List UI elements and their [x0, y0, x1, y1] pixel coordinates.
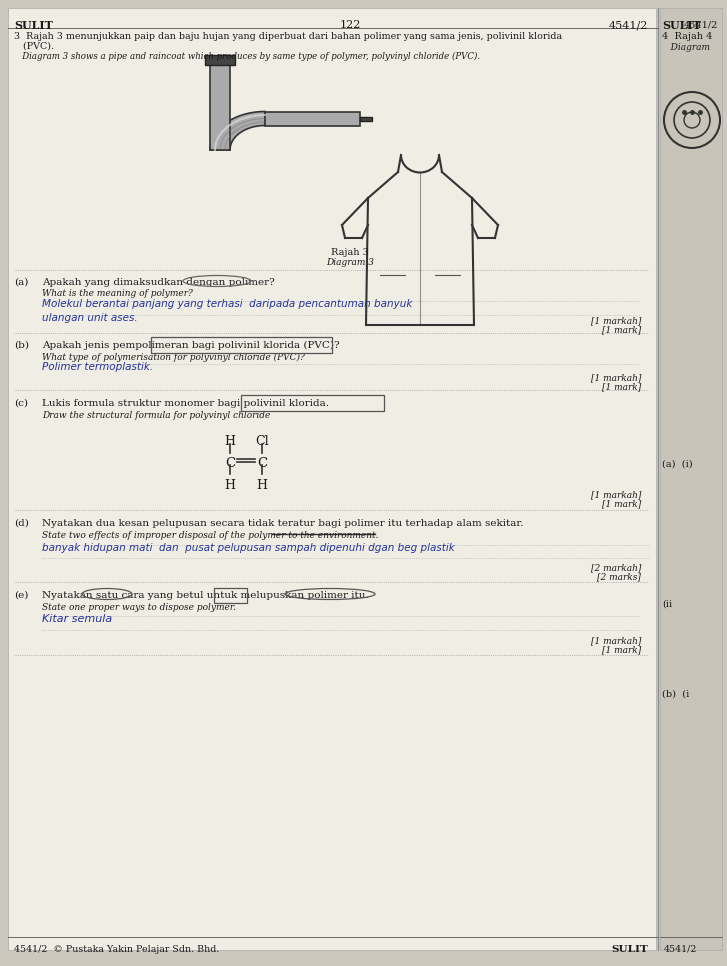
Text: Polimer termoplastik.: Polimer termoplastik.	[42, 362, 153, 372]
Text: [1 markah]: [1 markah]	[590, 316, 641, 325]
Text: 4541/2: 4541/2	[664, 945, 697, 954]
Text: [2 marks]: [2 marks]	[597, 572, 641, 581]
Text: Lukis formula struktur monomer bagi polivinil klorida.: Lukis formula struktur monomer bagi poli…	[42, 399, 329, 408]
Text: H: H	[257, 479, 268, 492]
Text: (a)  (i): (a) (i)	[662, 460, 693, 469]
Text: Apakah yang dimaksudkan dengan polimer?: Apakah yang dimaksudkan dengan polimer?	[42, 278, 275, 287]
Text: [1 markah]: [1 markah]	[590, 636, 641, 645]
Text: Molekul berantai panjang yang terhasi  daripada pencantuman banyuk: Molekul berantai panjang yang terhasi da…	[42, 299, 412, 309]
FancyBboxPatch shape	[660, 8, 722, 950]
Text: [1 mark]: [1 mark]	[602, 499, 641, 508]
Text: C: C	[225, 457, 235, 470]
Text: H: H	[225, 435, 236, 448]
Text: Rajah 3: Rajah 3	[331, 248, 369, 257]
Text: Diagram 3 shows a pipe and raincoat which produces by same type of polymer, poly: Diagram 3 shows a pipe and raincoat whic…	[14, 52, 480, 61]
Text: [1 mark]: [1 mark]	[602, 382, 641, 391]
Text: SULIT: SULIT	[662, 20, 701, 31]
Text: Draw the structural formula for polyvinyl chloride: Draw the structural formula for polyviny…	[42, 411, 270, 420]
Text: SULIT: SULIT	[14, 20, 53, 31]
Text: C: C	[257, 457, 267, 470]
Text: Apakah jenis pempolimeran bagi polivinil klorida (PVC)?: Apakah jenis pempolimeran bagi polivinil…	[42, 341, 340, 350]
Text: [1 markah]: [1 markah]	[590, 490, 641, 499]
FancyBboxPatch shape	[8, 8, 656, 950]
Text: 4541/2: 4541/2	[683, 20, 718, 29]
Polygon shape	[210, 111, 265, 150]
Text: ulangan unit ases.: ulangan unit ases.	[42, 313, 137, 323]
Text: (b)  (i: (b) (i	[662, 690, 689, 699]
Text: 4541/2  © Pustaka Yakin Pelajar Sdn. Bhd.: 4541/2 © Pustaka Yakin Pelajar Sdn. Bhd.	[14, 945, 220, 954]
Polygon shape	[210, 65, 230, 150]
Text: banyak hidupan mati  dan  pusat pelupusan sampah dipenuhi dgan beg plastik: banyak hidupan mati dan pusat pelupusan …	[42, 543, 455, 553]
Text: What is the meaning of polymer?: What is the meaning of polymer?	[42, 289, 193, 298]
Text: 4541/2: 4541/2	[608, 20, 648, 30]
Text: 3  Rajah 3 menunjukkan paip dan baju hujan yang diperbuat dari bahan polimer yan: 3 Rajah 3 menunjukkan paip dan baju huja…	[14, 32, 562, 41]
Text: Nyatakan dua kesan pelupusan secara tidak teratur bagi polimer itu terhadap alam: Nyatakan dua kesan pelupusan secara tida…	[42, 519, 523, 528]
Text: What type of polymerisation for polyvinyl chloride (PVC)?: What type of polymerisation for polyviny…	[42, 353, 305, 362]
Text: H: H	[225, 479, 236, 492]
Text: 122: 122	[340, 20, 361, 30]
Text: [2 markah]: [2 markah]	[590, 563, 641, 572]
Text: (b): (b)	[14, 341, 29, 350]
Text: 4  Rajah 4: 4 Rajah 4	[662, 32, 712, 41]
Text: [1 mark]: [1 mark]	[602, 325, 641, 334]
Text: Kitar semula: Kitar semula	[42, 614, 112, 624]
Polygon shape	[360, 117, 372, 121]
Text: (c): (c)	[14, 399, 28, 408]
Text: (PVC).: (PVC).	[14, 42, 54, 51]
Text: State two effects of improper disposal of the polymer to the environment.: State two effects of improper disposal o…	[42, 531, 379, 540]
Text: SULIT: SULIT	[611, 945, 648, 954]
Text: Nyatakan satu cara yang betul untuk melupuskan polimer itu.: Nyatakan satu cara yang betul untuk melu…	[42, 591, 369, 600]
Polygon shape	[205, 55, 235, 65]
Text: (e): (e)	[14, 591, 28, 600]
Text: [1 mark]: [1 mark]	[602, 645, 641, 654]
Text: Cl: Cl	[255, 435, 269, 448]
Text: Diagram 3: Diagram 3	[326, 258, 374, 267]
Text: (a): (a)	[14, 278, 28, 287]
Text: (ii: (ii	[662, 600, 672, 609]
Text: State one proper ways to dispose polymer.: State one proper ways to dispose polymer…	[42, 603, 236, 612]
Polygon shape	[265, 111, 360, 126]
Text: Diagram: Diagram	[662, 43, 710, 52]
Text: [1 markah]: [1 markah]	[590, 373, 641, 382]
Text: (d): (d)	[14, 519, 29, 528]
